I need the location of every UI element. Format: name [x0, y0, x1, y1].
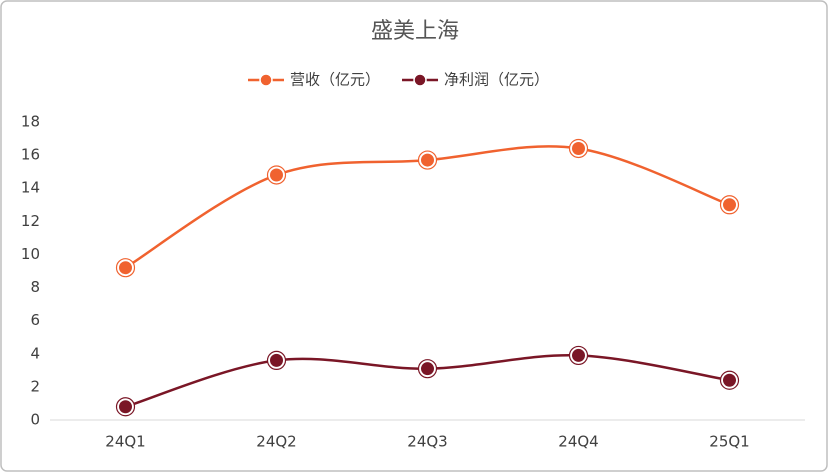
point: [723, 373, 736, 387]
x-tick-label: 24Q2: [256, 433, 296, 451]
y-tick-label: 4: [30, 344, 40, 362]
y-tick-label: 18: [21, 113, 40, 131]
point: [119, 400, 132, 414]
y-tick-label: 16: [21, 146, 40, 164]
chart-title: 盛美上海: [371, 19, 459, 44]
y-tick-label: 12: [21, 212, 40, 230]
y-tick-label: 10: [21, 245, 40, 263]
legend-marker: [413, 73, 427, 87]
legend-label: 净利润（亿元）: [444, 71, 549, 89]
y-tick-label: 14: [21, 179, 40, 197]
point: [572, 141, 585, 155]
y-tick-label: 6: [30, 311, 40, 329]
point: [270, 168, 283, 182]
legend-label: 营收（亿元）: [290, 71, 380, 89]
x-tick-label: 25Q1: [709, 433, 749, 451]
point: [270, 353, 283, 367]
y-tick-label: 2: [30, 377, 40, 395]
point: [421, 153, 434, 167]
point: [421, 362, 434, 376]
x-tick-label: 24Q3: [407, 433, 447, 451]
legend-marker: [259, 73, 273, 87]
x-tick-label: 24Q4: [558, 433, 598, 451]
y-tick-label: 8: [30, 278, 40, 296]
point: [119, 261, 132, 275]
y-tick-label: 0: [30, 411, 40, 429]
point: [723, 198, 736, 212]
x-tick-label: 24Q1: [105, 433, 145, 451]
point: [572, 348, 585, 362]
